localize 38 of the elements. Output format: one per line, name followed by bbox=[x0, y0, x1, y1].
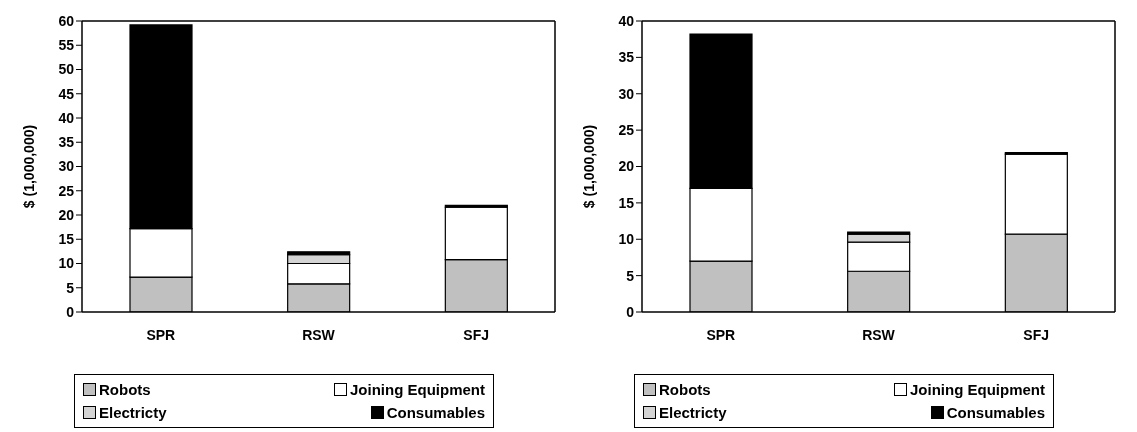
legend-label: Consumables bbox=[946, 404, 1045, 421]
legend-label: Consumables bbox=[386, 404, 485, 421]
y-tick-label: 10 bbox=[58, 255, 75, 272]
y-tick-label: 35 bbox=[58, 134, 75, 151]
y-tick-label: 35 bbox=[618, 49, 635, 66]
y-tick-label: 30 bbox=[58, 158, 75, 175]
y-axis-title: $ (1,000,000) bbox=[580, 124, 597, 209]
legend-label: Joining Equipment bbox=[350, 381, 485, 398]
y-tick-label: 25 bbox=[58, 182, 75, 199]
legend-label: Robots bbox=[659, 381, 711, 398]
x-tick-label: RSW bbox=[302, 326, 336, 343]
legend-label: Robots bbox=[99, 381, 151, 398]
y-tick-label: 20 bbox=[58, 206, 75, 223]
y-tick-label: 15 bbox=[618, 194, 635, 211]
y-tick-label: 20 bbox=[618, 158, 635, 175]
y-tick-label: 60 bbox=[58, 12, 75, 29]
y-tick-label: 40 bbox=[618, 12, 635, 29]
x-tick-label: SFJ bbox=[463, 326, 490, 343]
legend-label: Electricty bbox=[659, 404, 727, 421]
y-tick-label: 0 bbox=[66, 303, 75, 320]
x-tick-label: SPR bbox=[146, 326, 176, 343]
legend-label: Electricty bbox=[99, 404, 167, 421]
y-tick-label: 10 bbox=[618, 231, 635, 248]
y-tick-label: 5 bbox=[626, 267, 635, 284]
legend-label: Joining Equipment bbox=[910, 381, 1045, 398]
y-tick-label: 5 bbox=[66, 279, 75, 296]
y-tick-label: 50 bbox=[58, 61, 75, 78]
y-tick-label: 25 bbox=[618, 122, 635, 139]
y-tick-label: 30 bbox=[618, 85, 635, 102]
y-tick-label: 15 bbox=[58, 231, 75, 248]
x-tick-label: SFJ bbox=[1023, 326, 1050, 343]
y-tick-label: 55 bbox=[58, 37, 75, 54]
x-tick-label: SPR bbox=[706, 326, 736, 343]
y-tick-label: 40 bbox=[58, 109, 75, 126]
y-tick-label: 0 bbox=[626, 303, 635, 320]
y-tick-label: 45 bbox=[58, 85, 75, 102]
y-axis-title: $ (1,000,000) bbox=[20, 124, 37, 209]
x-tick-label: RSW bbox=[862, 326, 896, 343]
